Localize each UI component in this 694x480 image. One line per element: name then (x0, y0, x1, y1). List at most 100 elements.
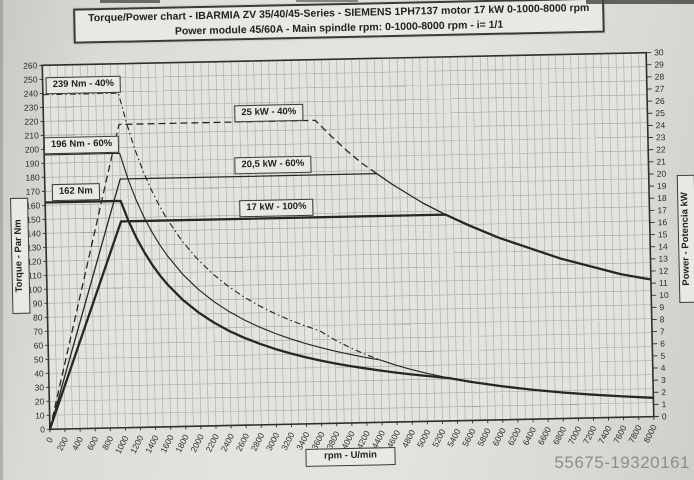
svg-text:25: 25 (655, 108, 665, 118)
curve-label-a162: 162 Nm (51, 183, 100, 202)
svg-text:2: 2 (661, 387, 666, 397)
svg-text:8: 8 (660, 314, 665, 324)
svg-text:3200: 3200 (279, 430, 297, 452)
svg-text:6200: 6200 (505, 426, 523, 448)
svg-text:6800: 6800 (551, 425, 569, 447)
svg-text:14: 14 (658, 241, 668, 251)
svg-text:8000: 8000 (641, 423, 659, 445)
svg-text:6400: 6400 (521, 425, 539, 447)
photo-edge-artifact (586, 0, 694, 4)
svg-text:7800: 7800 (626, 423, 644, 445)
svg-text:0: 0 (44, 435, 55, 444)
svg-text:7000: 7000 (566, 424, 584, 446)
svg-text:190: 190 (25, 158, 40, 168)
svg-text:120: 120 (27, 256, 42, 266)
svg-text:4800: 4800 (400, 428, 418, 450)
svg-text:130: 130 (27, 242, 42, 252)
svg-text:19: 19 (657, 181, 667, 191)
photo-edge-artifact (0, 0, 3, 480)
svg-text:3: 3 (661, 375, 666, 385)
svg-text:100: 100 (28, 284, 43, 294)
svg-text:30: 30 (654, 47, 664, 57)
curve-power-100pct-duty (48, 213, 652, 430)
svg-text:180: 180 (25, 172, 40, 182)
svg-text:27: 27 (655, 84, 665, 94)
svg-text:1000: 1000 (113, 434, 131, 456)
curve-torque-100pct-duty (45, 199, 654, 399)
svg-text:21: 21 (656, 157, 666, 167)
svg-text:2400: 2400 (219, 432, 237, 454)
svg-text:7200: 7200 (581, 424, 599, 446)
svg-text:250: 250 (23, 74, 38, 84)
svg-text:20: 20 (657, 169, 667, 179)
curve-label-a196: 196 Nm - 60% (43, 135, 120, 155)
svg-text:240: 240 (24, 88, 39, 98)
svg-text:12: 12 (659, 266, 669, 276)
svg-text:23: 23 (656, 132, 666, 142)
svg-text:7600: 7600 (611, 423, 629, 445)
svg-text:200: 200 (25, 144, 40, 154)
svg-text:5200: 5200 (430, 427, 448, 449)
svg-text:29: 29 (654, 59, 664, 69)
svg-text:9: 9 (659, 302, 664, 312)
svg-text:80: 80 (33, 312, 43, 322)
svg-text:60: 60 (34, 340, 44, 350)
svg-text:0: 0 (40, 424, 45, 434)
left-axis-title: Torque - Par Nm (10, 197, 31, 315)
svg-text:13: 13 (658, 254, 668, 264)
curve-label-a205: 20,5 kW - 60% (234, 155, 312, 175)
svg-text:22: 22 (656, 144, 666, 154)
chart-grid (42, 52, 654, 430)
svg-text:110: 110 (28, 270, 42, 280)
curve-label-a17: 17 kW - 100% (239, 198, 314, 218)
svg-text:26: 26 (655, 96, 665, 106)
svg-text:150: 150 (26, 214, 41, 224)
svg-text:20: 20 (35, 396, 45, 406)
svg-text:6000: 6000 (490, 426, 508, 448)
svg-text:18: 18 (657, 193, 667, 203)
svg-text:5600: 5600 (460, 427, 478, 449)
svg-text:1800: 1800 (173, 433, 191, 455)
svg-text:210: 210 (24, 130, 39, 140)
listing-watermark: 55675-19320161 (554, 453, 690, 472)
svg-text:2600: 2600 (234, 431, 252, 453)
svg-text:230: 230 (24, 102, 39, 112)
right-axis-tick-labels: 0123456789101112131415161718192021222324… (646, 47, 669, 421)
svg-text:30: 30 (34, 382, 44, 392)
svg-text:3000: 3000 (264, 431, 282, 453)
svg-text:4: 4 (661, 363, 666, 373)
svg-text:7400: 7400 (596, 424, 614, 446)
svg-text:24: 24 (656, 120, 666, 130)
left-axis-tick-labels: 0 10 20 30 40 50 60 70 80 90 100 110 120 130 140 150 160… (23, 60, 50, 434)
svg-text:17: 17 (657, 205, 667, 215)
svg-text:140: 140 (27, 228, 42, 238)
svg-text:90: 90 (33, 298, 43, 308)
svg-text:1600: 1600 (158, 433, 176, 455)
svg-text:200: 200 (55, 435, 70, 452)
svg-text:5000: 5000 (415, 427, 433, 449)
curve-torque-40pct-duty (42, 92, 381, 361)
right-axis-title: Power - Potencia kW (676, 174, 694, 304)
svg-text:10: 10 (659, 290, 669, 300)
photo-edge-artifact (100, 0, 160, 3)
svg-text:600: 600 (85, 434, 100, 451)
svg-text:6600: 6600 (536, 425, 554, 447)
svg-text:28: 28 (655, 72, 665, 82)
svg-text:220: 220 (24, 116, 39, 126)
svg-text:160: 160 (26, 200, 41, 210)
svg-text:5: 5 (660, 351, 665, 361)
svg-text:10: 10 (35, 410, 45, 420)
svg-text:400: 400 (70, 435, 85, 452)
svg-text:50: 50 (34, 354, 44, 364)
svg-text:5800: 5800 (475, 426, 493, 448)
svg-text:1200: 1200 (128, 433, 146, 455)
curve-label-a239: 239 Nm - 40% (45, 75, 122, 95)
svg-text:170: 170 (26, 186, 41, 196)
svg-text:16: 16 (658, 217, 668, 227)
svg-text:11: 11 (659, 278, 668, 288)
svg-text:5400: 5400 (445, 427, 463, 449)
svg-text:2800: 2800 (249, 431, 267, 453)
